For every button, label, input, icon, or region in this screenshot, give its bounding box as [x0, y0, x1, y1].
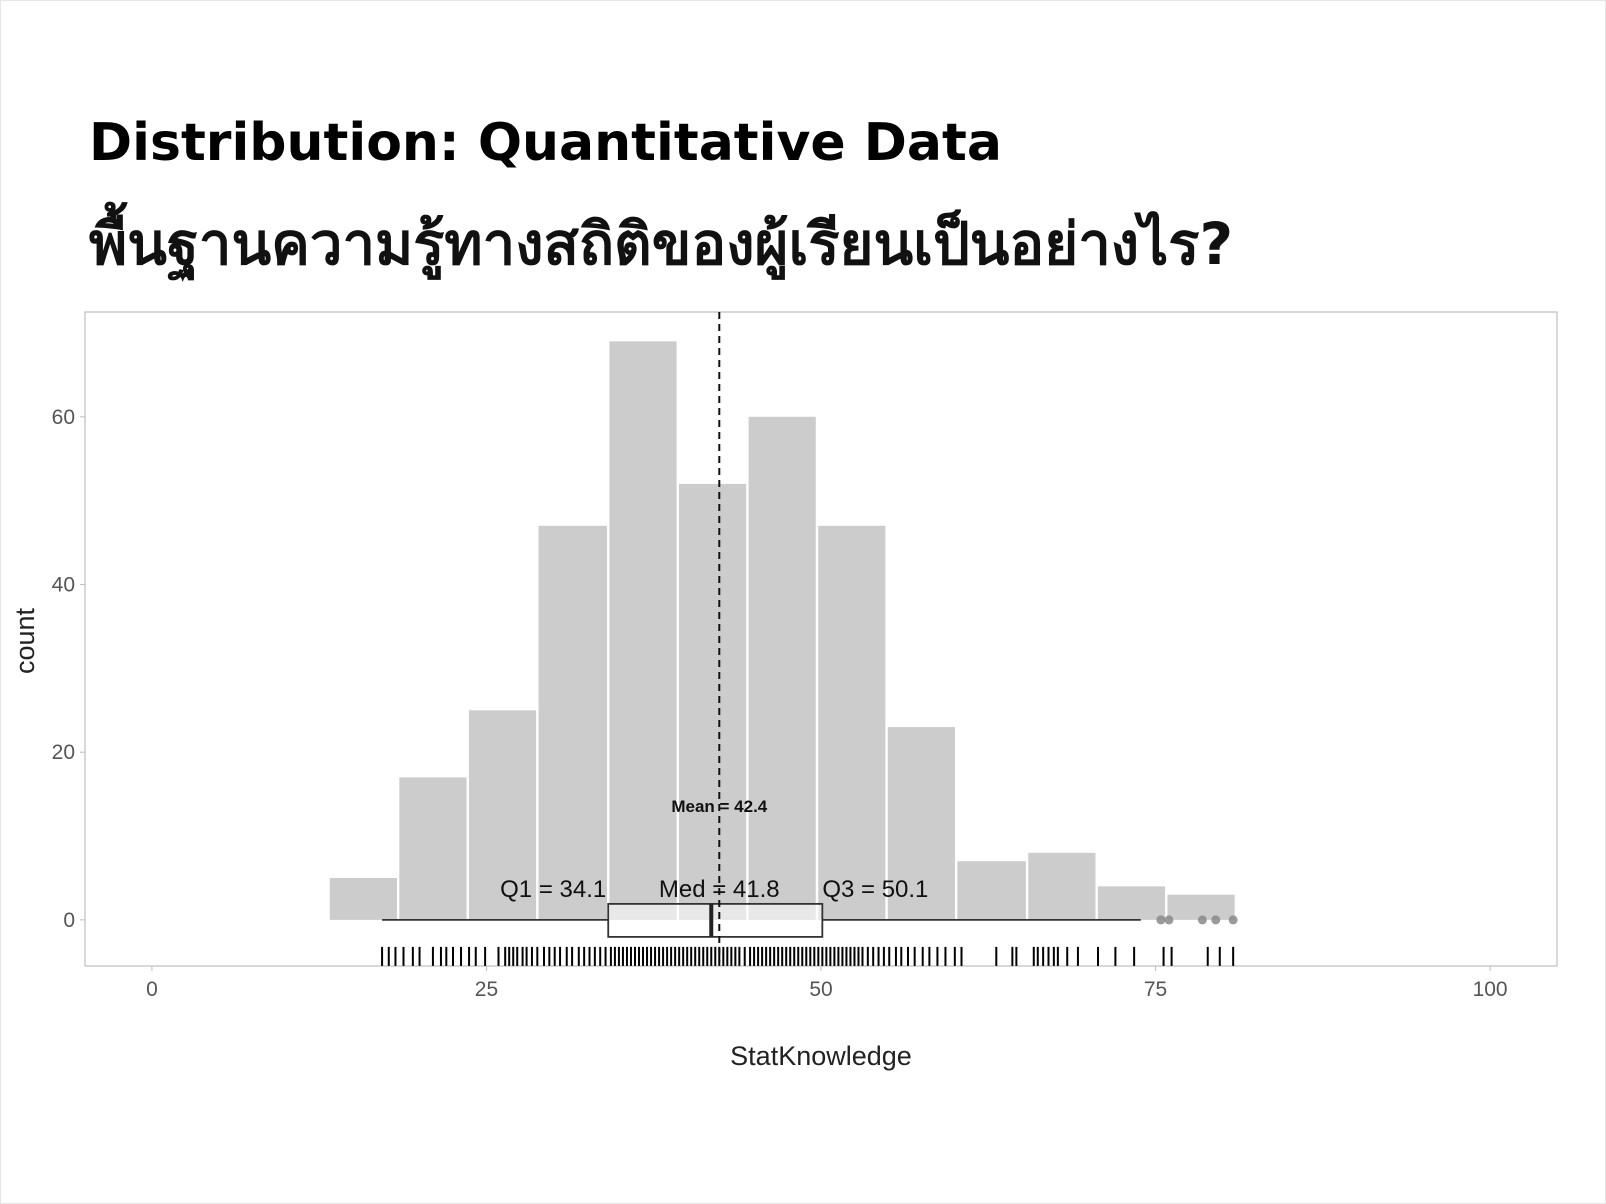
boxplot-outlier: [1211, 915, 1221, 925]
histogram-bar: [887, 727, 955, 920]
x-tick-label: 75: [1144, 978, 1167, 1001]
boxplot-outlier: [1156, 915, 1166, 925]
histogram-bar: [679, 483, 747, 920]
slide-subtitle: พื้นฐานความรู้ทางสถิติของผู้เรียนเป็นอย่…: [89, 210, 1234, 278]
y-tick-label: 60: [52, 406, 75, 429]
histogram-bar: [1097, 886, 1166, 920]
q1-label: Q1 = 34.1: [500, 876, 606, 903]
histogram-bar: [1028, 852, 1096, 920]
histogram-bar: [748, 416, 816, 920]
boxplot-outlier: [1228, 915, 1238, 925]
histogram-bar: [957, 861, 1026, 920]
x-tick-label: 100: [1473, 978, 1508, 1001]
histogram-bar: [399, 777, 467, 920]
y-tick-label: 20: [52, 741, 75, 764]
histogram-bar: [818, 525, 886, 920]
mean-label: Mean = 42.4: [671, 797, 767, 816]
histogram-bar: [538, 525, 608, 920]
boxplot-box: [607, 902, 824, 938]
y-tick-label: 0: [63, 909, 75, 932]
median-label: Med = 41.8: [659, 876, 780, 903]
q3-label: Q3 = 50.1: [822, 876, 928, 903]
histogram-bar: [329, 877, 397, 920]
slide-title: Distribution: Quantitative Data: [89, 113, 1002, 173]
histogram-bar: [609, 341, 677, 920]
boxplot-outlier: [1197, 915, 1207, 925]
boxplot-outlier: [1164, 915, 1174, 925]
x-tick-label: 0: [146, 978, 158, 1001]
y-axis-title: count: [10, 607, 40, 674]
histogram-bar: [468, 710, 537, 920]
x-tick-label: 50: [809, 978, 832, 1001]
x-tick-label: 25: [475, 978, 498, 1001]
y-tick-label: 40: [52, 574, 75, 597]
x-axis-title: StatKnowledge: [730, 1041, 912, 1071]
histogram-chart: Mean = 42.4 Q1 = 34.1 Med = 41.8 Q3 = 50.1 0…: [10, 311, 1558, 1071]
